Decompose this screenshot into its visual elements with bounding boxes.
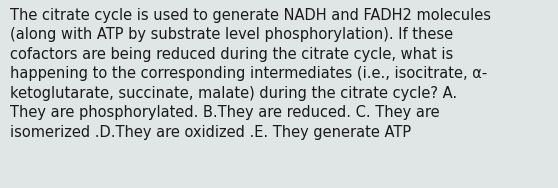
Text: The citrate cycle is used to generate NADH and FADH2 molecules
(along with ATP b: The citrate cycle is used to generate NA… [10, 8, 491, 140]
